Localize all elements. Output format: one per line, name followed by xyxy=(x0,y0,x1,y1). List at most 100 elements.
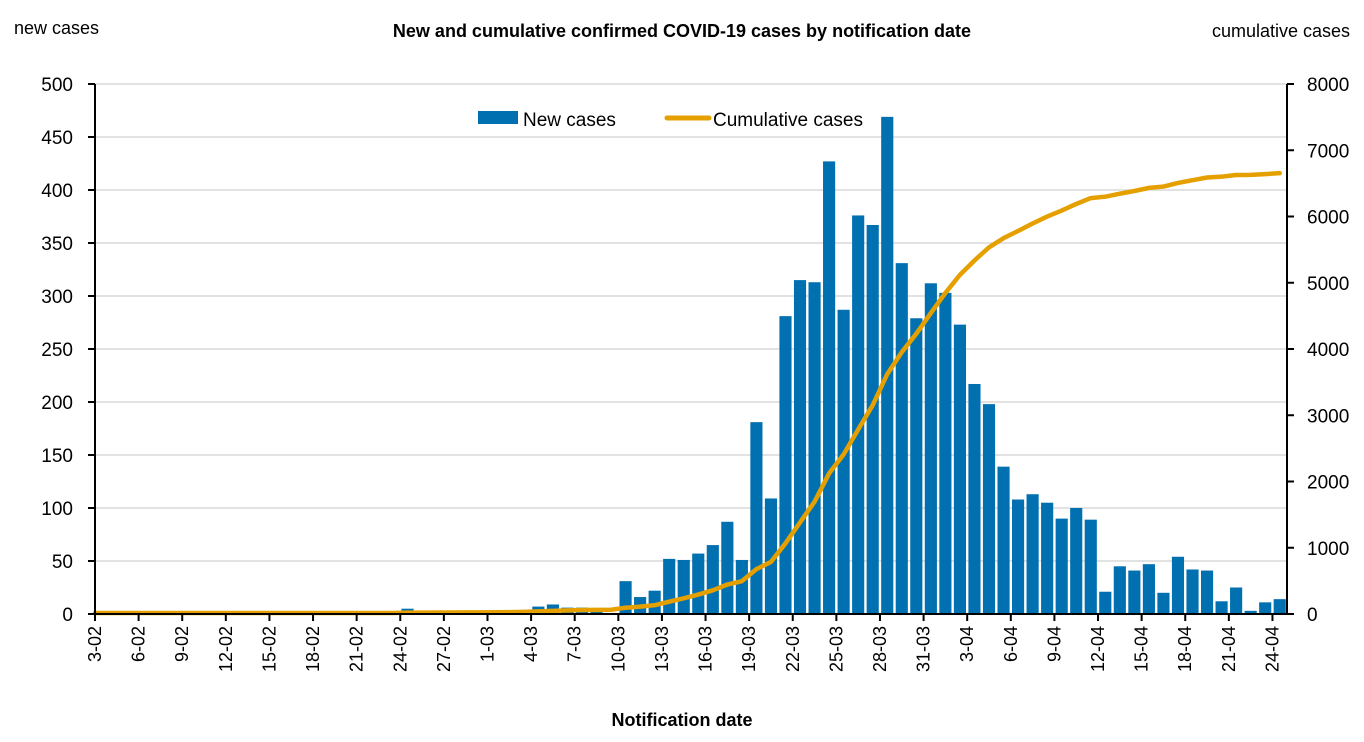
x-tick-label: 31-03 xyxy=(914,626,934,672)
bar-5-04 xyxy=(997,466,1010,614)
x-tick-label: 13-03 xyxy=(652,626,672,672)
y-left-tick-label: 200 xyxy=(41,393,73,414)
legend-swatch-new-cases xyxy=(478,111,518,124)
y-left-tick-label: 350 xyxy=(41,234,73,255)
x-axis-ticks: 3-02 6-02 9-02 12-02 15-02 18-02 21-02 24-02 27-… xyxy=(85,614,1282,672)
bar-8-04 xyxy=(1041,502,1054,614)
y-right-tick-label: 7000 xyxy=(1307,141,1349,162)
x-tick-label: 28-03 xyxy=(870,626,890,672)
x-tick-label: 9-02 xyxy=(172,626,192,662)
bar-20-04 xyxy=(1215,601,1228,614)
bar-28-03 xyxy=(881,116,894,615)
legend: New cases Cumulative cases xyxy=(478,110,863,131)
bar-16-03 xyxy=(706,545,719,614)
x-tick-label: 27-02 xyxy=(434,626,454,672)
bar-series-new-cases xyxy=(401,116,1286,615)
x-tick-label: 21-02 xyxy=(347,626,367,672)
x-tick-label: 24-04 xyxy=(1262,626,1282,672)
y-left-tick-label: 400 xyxy=(41,181,73,202)
y-left-tick-label: 150 xyxy=(41,446,73,467)
y-left-tick-label: 300 xyxy=(41,287,73,308)
bar-19-04 xyxy=(1200,570,1214,614)
bar-17-03 xyxy=(721,521,734,614)
bar-20-03 xyxy=(764,498,778,614)
x-tick-label: 21-04 xyxy=(1219,626,1239,672)
bar-23-04 xyxy=(1259,602,1272,614)
bar-12-03 xyxy=(648,590,661,614)
y-right-tick-label: 2000 xyxy=(1307,473,1349,494)
y-right-tick-label: 3000 xyxy=(1307,406,1349,427)
y-right-tick-label: 1000 xyxy=(1307,539,1349,560)
bar-26-03 xyxy=(852,215,865,614)
y-axis-left-ticks: 0 50 100 150 200 250 300 350 400 450 500 xyxy=(41,75,95,626)
x-tick-label: 15-02 xyxy=(259,626,279,672)
bar-24-03 xyxy=(823,161,836,614)
bar-29-03 xyxy=(895,263,908,614)
bar-31-03 xyxy=(924,283,937,614)
cumulative-line xyxy=(92,170,1282,616)
bar-15-03 xyxy=(692,553,705,614)
bar-13-03 xyxy=(663,558,676,614)
y-left-tick-label: 100 xyxy=(41,499,73,520)
bar-14-03 xyxy=(677,559,690,614)
legend-label-cumulative-cases: Cumulative cases xyxy=(713,110,863,131)
x-tick-label: 18-04 xyxy=(1175,626,1195,672)
bar-11-04 xyxy=(1084,519,1097,614)
x-tick-label: 19-03 xyxy=(739,626,759,672)
x-tick-label: 15-04 xyxy=(1132,626,1152,672)
y-right-tick-label: 4000 xyxy=(1307,340,1349,361)
y-axis-right-title: cumulative cases xyxy=(1212,21,1350,41)
bar-18-04 xyxy=(1186,569,1199,614)
bar-27-03 xyxy=(866,224,879,615)
bar-16-04 xyxy=(1157,592,1170,614)
bar-22-03 xyxy=(793,280,807,614)
bar-22-04 xyxy=(1244,610,1257,614)
bar-13-04 xyxy=(1113,566,1126,614)
chart-title: New and cumulative confirmed COVID-19 ca… xyxy=(393,21,971,41)
bar-3-04 xyxy=(968,383,981,614)
y-axis-left-title: new cases xyxy=(14,18,99,38)
x-tick-label: 7-03 xyxy=(565,626,585,662)
legend-label-new-cases: New cases xyxy=(523,110,616,131)
y-left-tick-label: 450 xyxy=(41,128,73,149)
line-series-cumulative-cases xyxy=(92,170,1282,616)
bar-2-04 xyxy=(953,324,966,614)
y-left-tick-label: 0 xyxy=(62,605,73,626)
y-right-tick-label: 0 xyxy=(1307,605,1318,626)
bar-18-03 xyxy=(735,559,748,614)
x-tick-label: 10-03 xyxy=(608,626,628,672)
bar-8-03 xyxy=(590,610,603,614)
x-tick-label: 1-03 xyxy=(477,626,497,662)
bar-15-04 xyxy=(1142,564,1155,614)
x-tick-label: 18-02 xyxy=(303,626,323,672)
x-tick-label: 25-03 xyxy=(826,626,846,672)
bar-14-04 xyxy=(1128,570,1141,614)
y-right-tick-label: 5000 xyxy=(1307,274,1349,295)
y-right-tick-label: 8000 xyxy=(1307,75,1349,96)
y-right-tick-label: 6000 xyxy=(1307,208,1349,229)
bar-1-04 xyxy=(939,292,952,614)
x-tick-label: 6-02 xyxy=(129,626,149,662)
x-tick-label: 12-02 xyxy=(216,626,236,672)
bar-12-04 xyxy=(1099,591,1112,614)
bar-4-04 xyxy=(982,404,996,614)
bar-23-03 xyxy=(808,282,821,614)
y-left-tick-label: 50 xyxy=(52,552,73,573)
x-tick-label: 4-03 xyxy=(521,626,541,662)
bar-10-04 xyxy=(1070,508,1083,614)
x-tick-label: 3-02 xyxy=(85,626,105,662)
y-left-tick-label: 250 xyxy=(41,340,73,361)
bar-6-04 xyxy=(1012,499,1025,614)
x-tick-label: 22-03 xyxy=(783,626,803,672)
bar-21-03 xyxy=(779,316,792,614)
bar-21-04 xyxy=(1230,587,1243,614)
bar-19-03 xyxy=(750,422,763,614)
bar-9-04 xyxy=(1055,518,1068,614)
y-left-tick-label: 500 xyxy=(41,75,73,96)
bar-30-03 xyxy=(910,318,923,614)
gridlines xyxy=(95,83,1287,562)
bar-24-04 xyxy=(1273,599,1286,614)
x-axis-title: Notification date xyxy=(611,710,752,730)
bar-17-04 xyxy=(1171,556,1185,614)
